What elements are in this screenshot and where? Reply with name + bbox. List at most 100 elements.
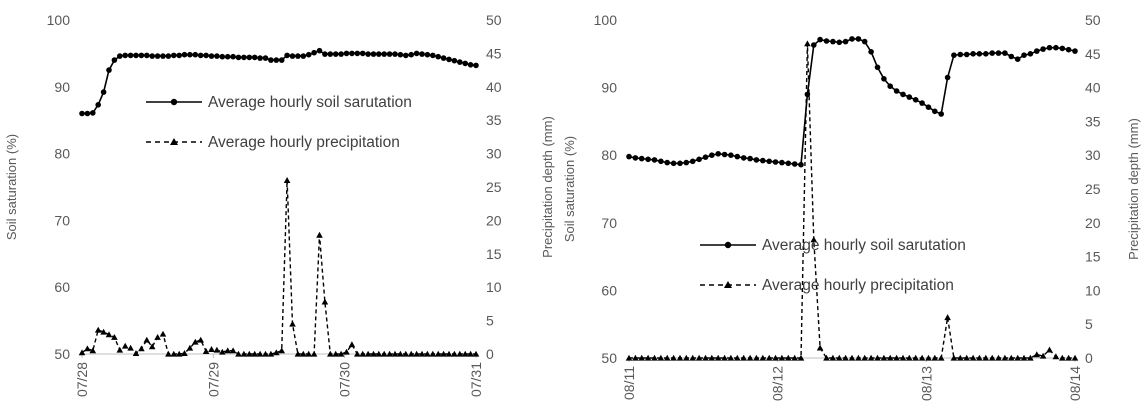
precipitation-line xyxy=(629,43,1075,359)
precipitation-point xyxy=(84,345,91,352)
precipitation-point xyxy=(175,350,183,357)
saturation-point xyxy=(632,155,639,161)
saturation-point xyxy=(208,53,215,59)
y-tick-label: 90 xyxy=(54,79,70,95)
saturation-point xyxy=(176,52,182,59)
precipitation-point xyxy=(424,350,431,357)
precipitation-point xyxy=(829,354,837,361)
saturation-point xyxy=(645,156,651,163)
precipitation-point xyxy=(632,354,639,361)
legend-entry: Average hourly soil sarutation xyxy=(700,237,966,254)
x-tick-label: 07/31 xyxy=(468,362,484,397)
precipitation-point xyxy=(289,320,296,327)
saturation-point xyxy=(273,57,280,63)
y2-tick-label: 0 xyxy=(486,346,494,362)
legend-label: Average hourly precipitation xyxy=(208,134,400,151)
saturation-point xyxy=(1059,45,1066,52)
precipitation-point xyxy=(651,354,658,361)
precipitation-point xyxy=(375,350,383,357)
saturation-point xyxy=(740,155,747,161)
legend-label: Average hourly soil sarutation xyxy=(208,94,412,111)
y2-axis-title: Precipitation depth (mm) xyxy=(540,116,555,258)
y2-axis-title: Precipitation depth (mm) xyxy=(1126,118,1141,260)
saturation-point xyxy=(284,52,290,59)
saturation-point xyxy=(1040,46,1046,52)
precipitation-point xyxy=(893,354,900,361)
saturation-point xyxy=(403,52,409,59)
precipitation-point xyxy=(451,350,458,357)
y2-tick-label: 40 xyxy=(486,79,502,95)
saturation-point xyxy=(919,100,925,106)
saturation-point xyxy=(702,154,709,160)
saturation-point xyxy=(664,159,670,166)
precipitation-point xyxy=(105,331,113,338)
saturation-point xyxy=(830,38,836,45)
precipitation-point xyxy=(402,350,410,357)
saturation-point xyxy=(766,158,772,165)
saturation-point xyxy=(133,52,139,59)
saturation-point xyxy=(747,155,753,162)
precipitation-point xyxy=(283,177,291,183)
precipitation-point xyxy=(702,354,709,361)
precipitation-point xyxy=(683,354,690,361)
precipitation-point xyxy=(316,231,323,238)
saturation-point xyxy=(938,111,944,117)
precipitation-point xyxy=(816,344,824,351)
saturation-point xyxy=(430,52,436,59)
precipitation-point xyxy=(714,354,722,361)
y-tick-label: 100 xyxy=(594,12,618,28)
saturation-point xyxy=(728,152,734,158)
saturation-point xyxy=(689,158,696,165)
saturation-point xyxy=(386,51,393,57)
saturation-point xyxy=(467,62,474,68)
precipitation-point xyxy=(804,40,811,47)
saturation-point xyxy=(424,51,431,58)
saturation-point xyxy=(305,51,312,58)
precipitation-point xyxy=(759,354,767,361)
precipitation-point xyxy=(310,350,318,357)
y-tick-label: 60 xyxy=(601,282,617,298)
y2-tick-label: 30 xyxy=(486,146,502,162)
precipitation-point xyxy=(305,350,312,357)
precipitation-point xyxy=(676,354,684,361)
saturation-point xyxy=(836,39,843,46)
precipitation-point xyxy=(229,347,237,354)
precipitation-point xyxy=(246,350,253,357)
saturation-point xyxy=(970,51,976,57)
saturation-point xyxy=(435,53,442,60)
precipitation-point xyxy=(1039,352,1047,359)
saturation-point xyxy=(111,57,118,63)
precipitation-point xyxy=(116,346,124,353)
precipitation-point xyxy=(186,344,194,351)
legend-entry: Average hourly precipitation xyxy=(146,134,400,151)
precipitation-point xyxy=(235,350,242,357)
legend-entry: Average hourly soil sarutation xyxy=(146,94,412,111)
saturation-point xyxy=(989,50,995,56)
saturation-point xyxy=(696,156,702,163)
precipitation-point xyxy=(429,350,437,357)
precipitation-point xyxy=(413,350,420,357)
y2-tick-label: 45 xyxy=(1085,46,1101,62)
precipitation-point xyxy=(727,354,735,361)
precipitation-point xyxy=(670,354,677,361)
saturation-series xyxy=(626,36,1078,168)
precipitation-point xyxy=(251,350,258,357)
saturation-point xyxy=(677,160,683,167)
saturation-point xyxy=(462,60,469,67)
precipitation-point xyxy=(294,350,302,357)
y2-tick-label: 25 xyxy=(1085,181,1101,197)
precipitation-point xyxy=(1052,353,1060,360)
precipitation-point xyxy=(1046,346,1053,353)
precipitation-point xyxy=(950,354,958,361)
saturation-point xyxy=(100,89,107,95)
precipitation-point xyxy=(300,350,307,357)
precipitation-point xyxy=(625,354,633,361)
x-tick-label: 08/12 xyxy=(770,366,786,401)
precipitation-point xyxy=(434,350,442,357)
saturation-point xyxy=(1072,48,1078,54)
precipitation-point xyxy=(721,354,728,361)
precipitation-point xyxy=(1001,354,1009,361)
saturation-point xyxy=(440,55,447,61)
saturation-point xyxy=(651,157,658,163)
y-tick-label: 50 xyxy=(601,350,617,366)
